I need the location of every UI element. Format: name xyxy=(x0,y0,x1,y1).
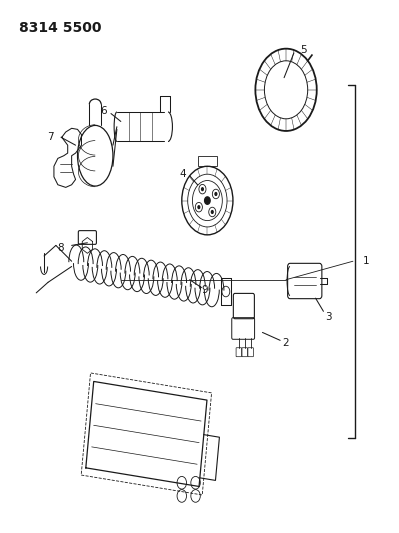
Text: 7: 7 xyxy=(47,132,54,142)
Text: 8314 5500: 8314 5500 xyxy=(18,21,101,35)
Text: 4: 4 xyxy=(179,169,186,179)
Text: 5: 5 xyxy=(300,45,306,55)
Text: 6: 6 xyxy=(101,106,107,116)
Circle shape xyxy=(205,197,210,204)
Circle shape xyxy=(214,192,217,196)
Text: 3: 3 xyxy=(326,312,332,321)
Text: 2: 2 xyxy=(282,338,289,348)
Circle shape xyxy=(211,210,214,214)
Circle shape xyxy=(197,205,200,209)
Text: 9: 9 xyxy=(201,285,208,295)
Bar xyxy=(198,156,217,166)
Circle shape xyxy=(201,187,204,191)
Text: 1: 1 xyxy=(363,256,369,266)
Text: 8: 8 xyxy=(57,243,64,253)
